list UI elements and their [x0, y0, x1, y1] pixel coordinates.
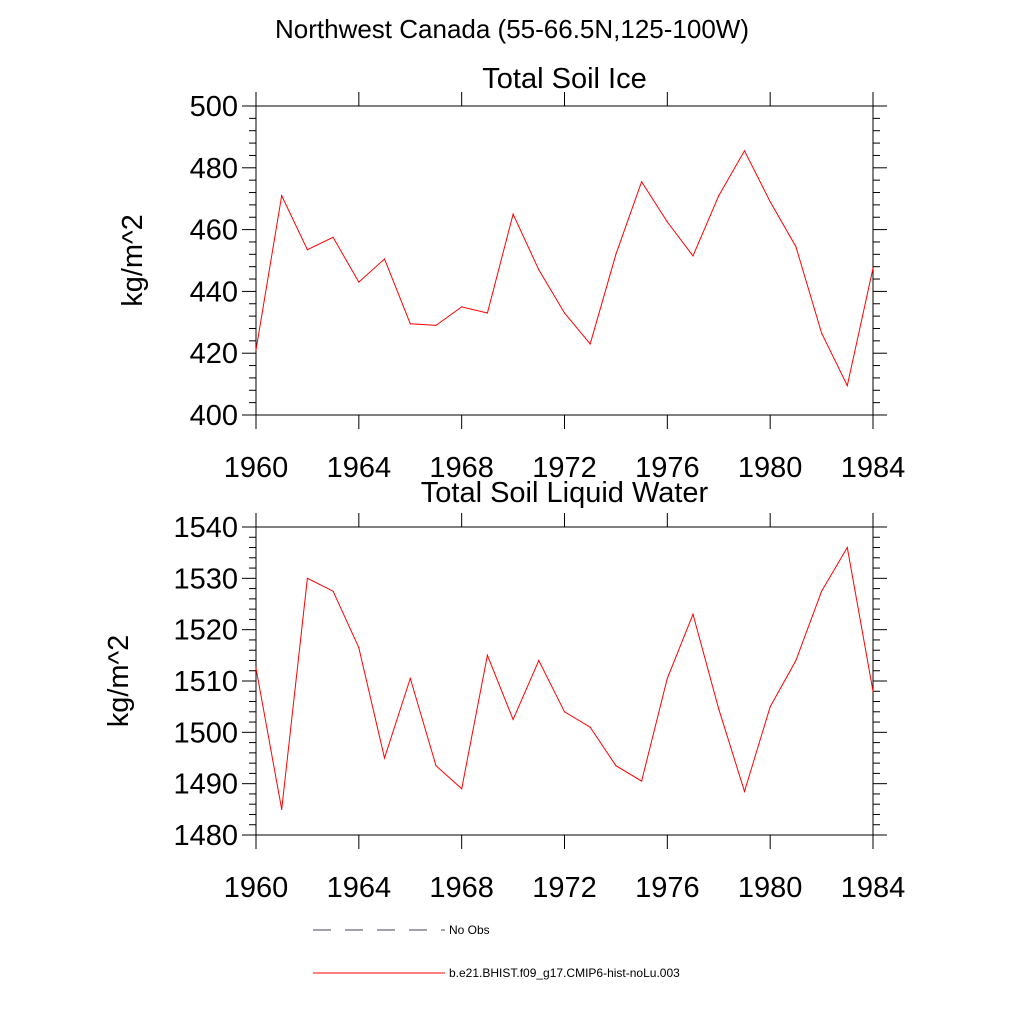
- panel2-ylabel: kg/m^2: [103, 635, 135, 728]
- panel2-data-point: [820, 590, 823, 592]
- panel1-ytick-label: 480: [190, 153, 238, 185]
- panel1-data-point: [563, 312, 566, 314]
- panel2-xtick-label: 1964: [327, 872, 392, 904]
- panel1-data-point: [306, 249, 309, 251]
- panel2-data-point: [538, 659, 540, 662]
- panel1-series-line: [255, 149, 874, 388]
- panel2-ytick-label: 1520: [173, 615, 238, 647]
- panel2-data-point: [486, 654, 488, 656]
- panel2-data-point: [666, 677, 668, 680]
- panel1-data-point: [358, 281, 360, 283]
- figure-suptitle: Northwest Canada (55-66.5N,125-100W): [274, 14, 750, 44]
- panel1-data-point: [589, 343, 591, 345]
- panel2-data-point: [512, 718, 514, 721]
- panel1-data-point: [666, 221, 668, 223]
- panel2-data-point: [332, 590, 334, 592]
- panel1-data-point: [718, 195, 720, 197]
- panel1-ytick-label: 460: [190, 215, 238, 247]
- panel2-data-point: [692, 613, 694, 615]
- panel2-xtick-label: 1968: [429, 872, 494, 904]
- panel1-xtick-label: 1964: [327, 452, 392, 484]
- panel2-data-point: [743, 790, 746, 792]
- panel2-data-point: [281, 808, 283, 810]
- panel1-xtick-label: 1980: [738, 452, 803, 484]
- panel1-data-point: [872, 267, 874, 269]
- panel1-data-point: [435, 324, 437, 326]
- panel1-xtick-label: 1960: [224, 452, 289, 484]
- panel1-ytick-label: 440: [190, 276, 238, 308]
- panel1-ytick-label: 420: [190, 338, 238, 370]
- panel1-xtick-label: 1972: [532, 452, 597, 484]
- panel2-data-point: [563, 711, 566, 713]
- panel1-data-point: [795, 245, 797, 248]
- panel1-xtick-label: 1976: [635, 452, 700, 484]
- panel2-data-point: [846, 546, 848, 549]
- panel2-xtick-label: 1984: [841, 872, 906, 904]
- panel1-frame: [255, 105, 874, 416]
- panel1-ytick-label: 400: [190, 400, 238, 432]
- panel2-data-point: [435, 765, 437, 767]
- panel1-data-point: [512, 213, 514, 215]
- panel2-data-point: [718, 708, 720, 710]
- legend-label-1: No Obs: [449, 923, 490, 937]
- panel1-data-point: [692, 255, 694, 257]
- panel2-frame: [255, 526, 874, 836]
- panel2-title: Total Soil Liquid Water: [421, 477, 709, 509]
- panel1-data-point: [486, 312, 488, 314]
- panel1-data-point: [641, 181, 643, 183]
- panel1-data-point: [383, 258, 386, 260]
- panel2-ytick-label: 1490: [173, 769, 238, 801]
- panel2-data-point: [872, 690, 874, 692]
- panel2-data-point: [769, 706, 771, 708]
- legend-label-2: b.e21.BHIST.f09_g17.CMIP6-hist-noLu.003: [449, 966, 680, 980]
- panel2-ytick-label: 1500: [173, 717, 238, 749]
- panel2-xtick-label: 1976: [635, 872, 700, 904]
- panel2-data-point: [306, 577, 309, 579]
- panel1-data-point: [846, 385, 848, 387]
- panel1-data-point: [332, 236, 334, 238]
- panel1-ytick-label: 500: [190, 91, 238, 123]
- panel2-xtick-label: 1960: [224, 872, 289, 904]
- panel2-series-line: [255, 546, 874, 810]
- panel2-data-point: [409, 677, 411, 680]
- panel1-ylabel: kg/m^2: [117, 214, 149, 307]
- panel1-data-point: [281, 195, 283, 197]
- panel1-data-point: [461, 306, 463, 308]
- panel2-xtick-label: 1972: [532, 872, 597, 904]
- panel1-data-point: [743, 150, 746, 152]
- panel2-xtick-label: 1980: [738, 872, 803, 904]
- panel2-data-point: [795, 659, 797, 662]
- panel2-data-point: [589, 726, 591, 728]
- panel1-data-point: [255, 349, 257, 351]
- panel1-xtick-label: 1984: [841, 452, 906, 484]
- panel2-data-point: [615, 765, 617, 767]
- panel1-xtick-label: 1968: [429, 452, 494, 484]
- panel2-data-point: [358, 647, 360, 649]
- panel1-data-point: [820, 332, 823, 334]
- panel2-ytick-label: 1510: [173, 666, 238, 698]
- panel2-ytick-label: 1480: [173, 820, 238, 852]
- panel2-ytick-label: 1540: [173, 512, 238, 544]
- panel1-title: Total Soil Ice: [482, 63, 646, 95]
- panel1-data-point: [409, 323, 411, 325]
- panel2-ytick-label: 1530: [173, 563, 238, 595]
- panel1-data-point: [769, 201, 771, 203]
- panel2-data-point: [383, 757, 386, 759]
- panel1-data-point: [538, 269, 540, 271]
- panel2-data-point: [461, 788, 463, 790]
- panel2-data-point: [641, 780, 643, 782]
- panel1-data-point: [615, 253, 617, 255]
- panel2-data-point: [255, 667, 257, 669]
